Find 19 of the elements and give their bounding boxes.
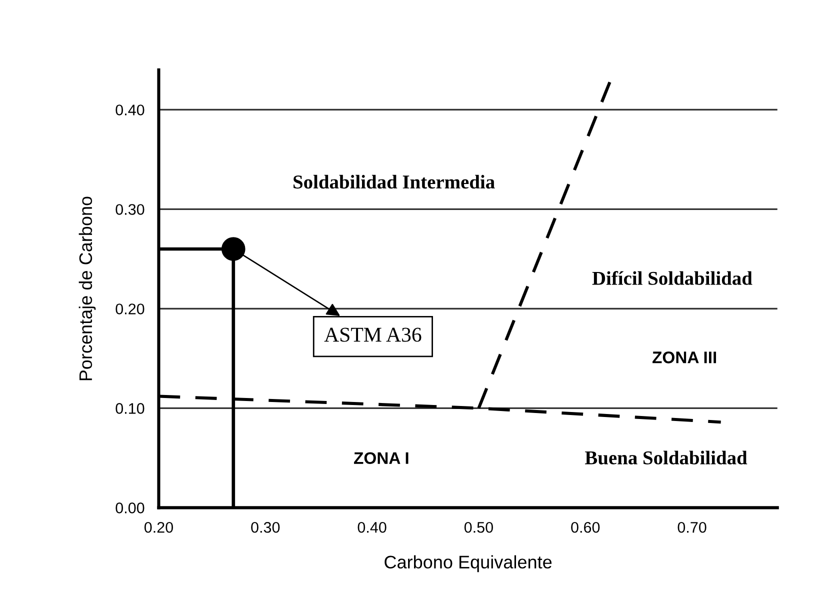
y-tick-label: 0.30 [116,204,144,215]
y-tick-label: 0.00 [116,502,144,514]
y-tick-label: 0.10 [116,403,144,414]
x-tick-label: 0.20 [144,522,173,533]
x-tick-label: 0.30 [251,522,280,533]
x-axis-title: Carbono Equivalente [384,555,552,572]
x-tick-label: 0.70 [678,522,706,533]
y-axis-title: Porcentaje de Carbono [78,196,96,380]
annotation: ZONA III [652,352,716,364]
annotation: Soldabilidad Intermedia [294,174,495,189]
y-tick-label: 0.40 [116,104,144,116]
annotation: ZONA I [354,452,408,464]
annotation: Buena Soldabilidad [585,450,748,464]
annotation: ASTM A36 [324,328,422,342]
y-tick-label: 0.20 [116,304,144,314]
x-tick-label: 0.50 [464,522,493,533]
x-tick-label: 0.60 [571,522,600,533]
annotation: Difícil Soldabilidad [592,271,752,285]
x-tick-label: 0.40 [358,522,386,533]
